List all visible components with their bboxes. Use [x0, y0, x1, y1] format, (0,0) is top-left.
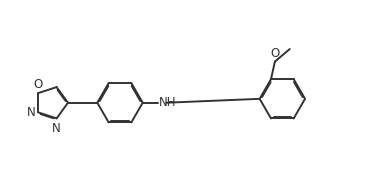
Text: O: O [34, 78, 43, 91]
Text: O: O [270, 47, 279, 60]
Text: N: N [27, 106, 35, 119]
Text: N: N [52, 122, 61, 135]
Text: NH: NH [159, 96, 177, 109]
